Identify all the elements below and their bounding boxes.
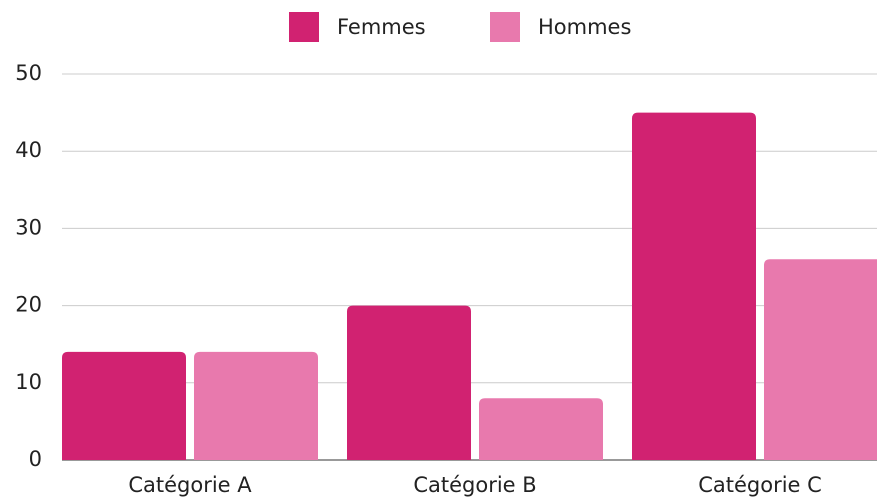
y-tick-label: 40 (15, 138, 42, 162)
x-tick-label: Catégorie B (413, 473, 536, 497)
y-tick-label: 10 (15, 370, 42, 394)
x-tick-label: Catégorie C (698, 473, 822, 497)
bar (62, 351, 186, 460)
x-tick-label: Catégorie A (128, 473, 252, 497)
y-tick-label: 30 (15, 215, 42, 239)
legend-label: Hommes (538, 15, 631, 39)
legend-swatch (490, 12, 520, 42)
bar (764, 259, 877, 460)
bar (632, 112, 756, 460)
bar (479, 398, 603, 460)
y-tick-label: 50 (15, 61, 42, 85)
legend-label: Femmes (337, 15, 426, 39)
bar (194, 351, 318, 460)
bar (347, 305, 471, 460)
y-tick-label: 20 (15, 293, 42, 317)
legend-swatch (289, 12, 319, 42)
y-tick-label: 0 (29, 447, 42, 471)
